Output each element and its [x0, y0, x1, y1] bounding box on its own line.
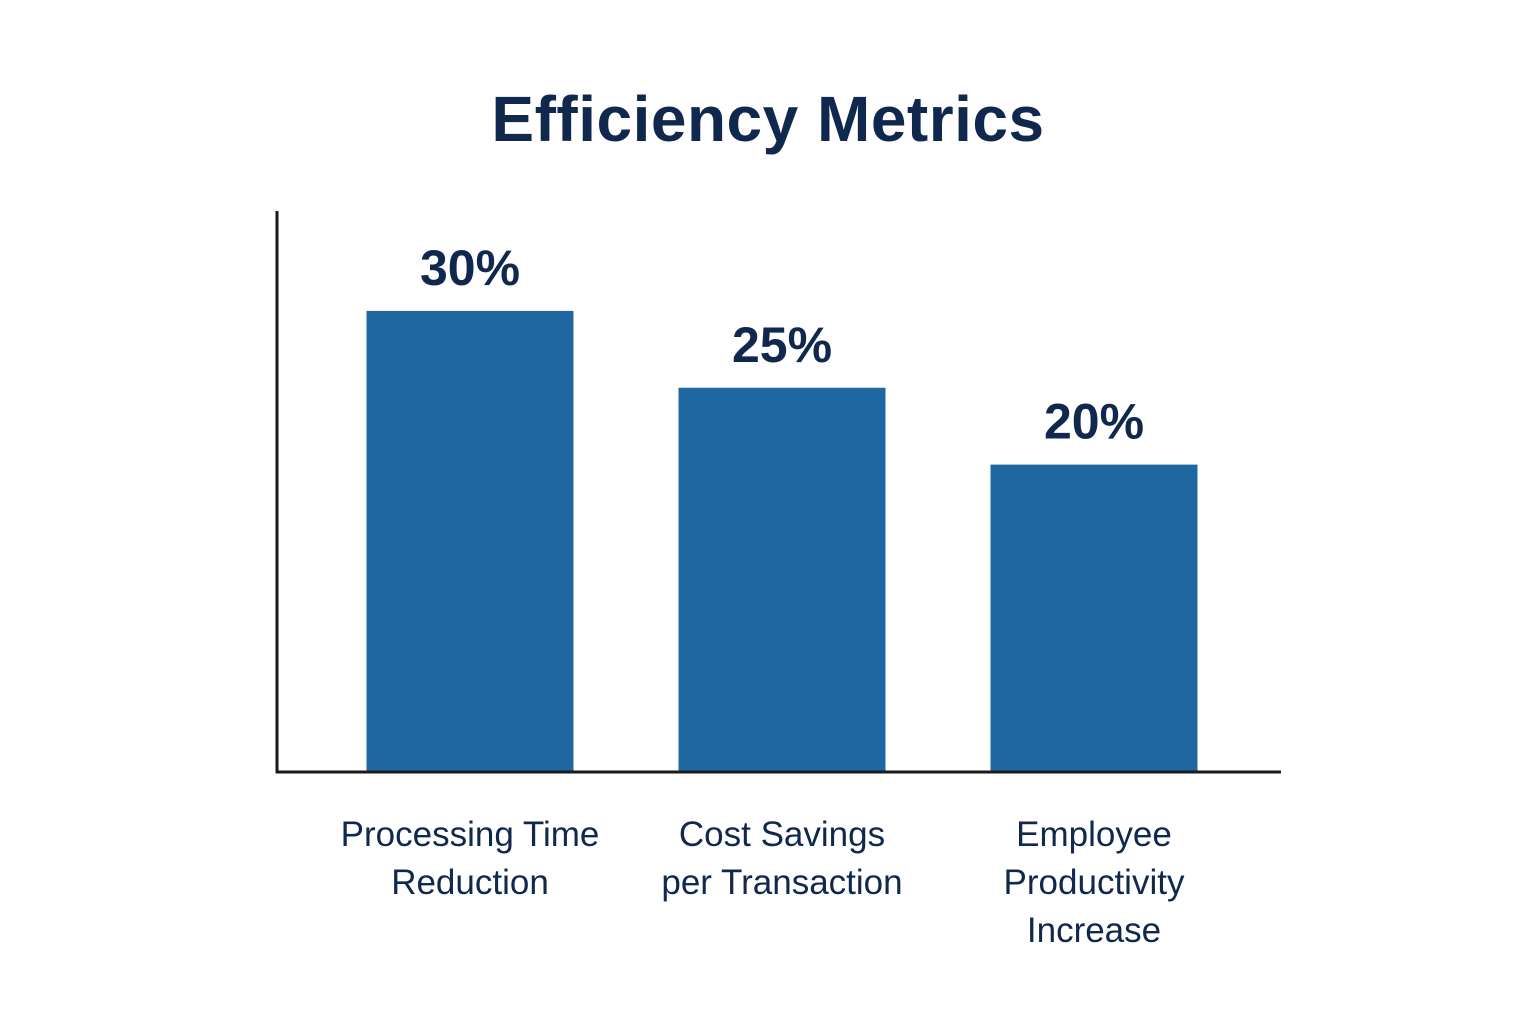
category-label-1: Processing Time Reduction [341, 815, 600, 902]
category-label-line: Increase [1027, 911, 1161, 950]
category-label-line: Employee [1016, 815, 1172, 854]
category-label-2: Cost Savings per Transaction [661, 815, 902, 902]
category-label-3: Employee Productivity Increase [1004, 815, 1185, 950]
chart-title: Efficiency Metrics [491, 83, 1045, 155]
category-label-line: Processing Time [341, 815, 600, 854]
bar-2 [678, 387, 886, 772]
bar-value-label-3: 20% [1044, 394, 1144, 450]
bar-1 [366, 310, 574, 772]
category-label-line: Productivity [1004, 863, 1185, 902]
bar-value-label-2: 25% [732, 317, 832, 373]
bar-value-label-1: 30% [420, 240, 520, 296]
bar-3 [990, 464, 1198, 772]
category-label-line: Reduction [391, 863, 549, 902]
category-label-line: Cost Savings [679, 815, 885, 854]
category-label-line: per Transaction [661, 863, 902, 902]
